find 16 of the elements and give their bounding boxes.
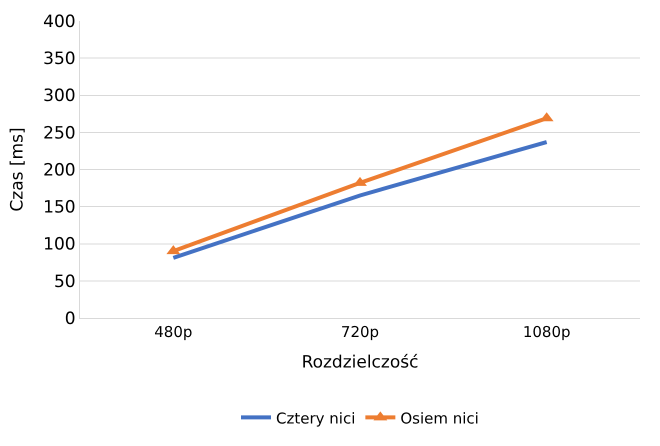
y-tick-label: 150	[43, 198, 76, 218]
y-tick-label: 250	[43, 123, 76, 144]
legend-label: Osiem nici	[400, 409, 479, 428]
y-tick-label: 300	[43, 86, 76, 106]
y-tick-label: 200	[43, 160, 76, 180]
x-axis-title: Rozdzielczość	[302, 352, 418, 372]
x-tick-label: 720p	[340, 323, 380, 341]
y-tick-label: 350	[43, 49, 76, 70]
y-axis-title: Czas [ms]	[8, 127, 28, 212]
y-tick-label: 100	[43, 234, 76, 255]
y-tick-label: 50	[54, 272, 76, 292]
x-tick-label: 480p	[154, 323, 192, 341]
x-tick-label: 1080p	[522, 323, 571, 341]
y-tick-label: 0	[64, 308, 76, 329]
legend-label: Cztery nici	[276, 409, 356, 428]
y-tick-label: 400	[43, 12, 76, 32]
